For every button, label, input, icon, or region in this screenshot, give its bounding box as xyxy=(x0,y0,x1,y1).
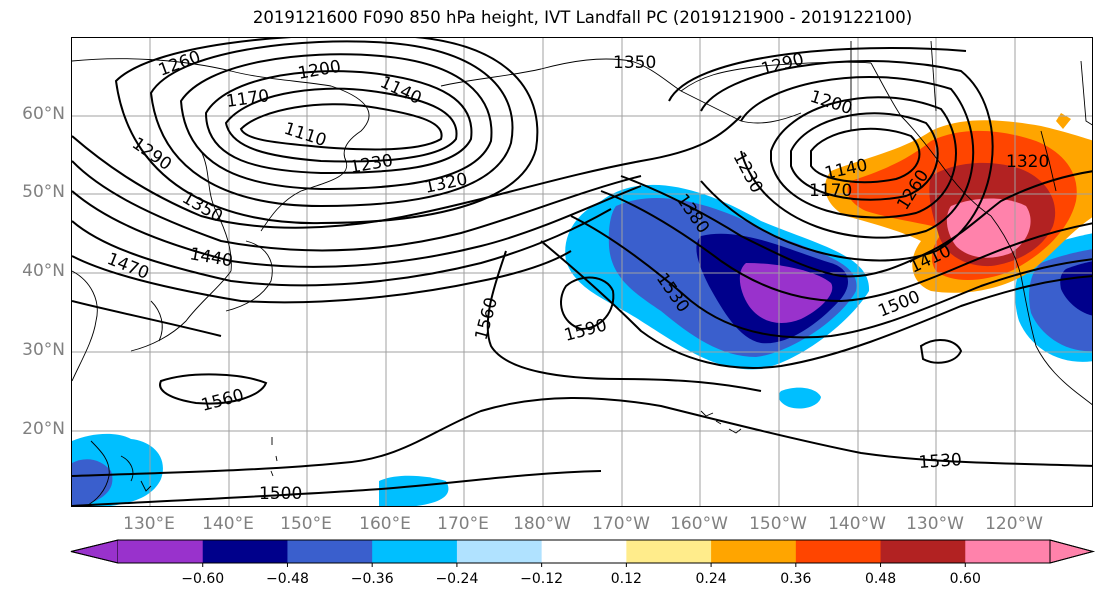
colorbar-cell xyxy=(202,540,288,563)
contour-label: 1500 xyxy=(875,287,923,322)
map-panel: 1260 1200 1140 1170 1110 1290 1230 1350 … xyxy=(71,37,1093,507)
colorbar-cell xyxy=(965,540,1051,563)
colorbar-tick-label: −0.48 xyxy=(266,571,309,587)
colorbar-tick-label: −0.36 xyxy=(350,571,394,587)
lon-label-150w: 150°W xyxy=(749,514,807,534)
contour-label: 1500 xyxy=(259,484,302,504)
contour-label: 1440 xyxy=(188,244,234,271)
lon-label-170e: 170°E xyxy=(437,514,489,534)
colorbar-cell xyxy=(287,540,373,563)
contour-label: 1530 xyxy=(918,450,963,473)
contour-label: 1560 xyxy=(199,385,246,416)
graticule xyxy=(72,38,1092,506)
colorbar-tick-label: −0.60 xyxy=(181,571,225,587)
lon-label-130w: 130°W xyxy=(906,514,964,534)
colorbar-cell xyxy=(118,540,204,563)
contour-label: 1290 xyxy=(128,134,175,175)
lon-label-140w: 140°W xyxy=(828,514,886,534)
colorbar-tick-label: 0.24 xyxy=(695,571,727,587)
contour-label: 1170 xyxy=(809,181,852,201)
ivt-pos-0.60 xyxy=(946,198,1031,258)
lon-label-150e: 150°E xyxy=(280,514,332,534)
lon-label-170w: 170°W xyxy=(592,514,650,534)
lon-label-160e: 160°E xyxy=(359,514,411,534)
lon-label-120w: 120°W xyxy=(985,514,1043,534)
colorbar-outline xyxy=(70,539,1095,564)
ivt-neg-small xyxy=(778,387,821,409)
colorbar-cell xyxy=(372,540,458,563)
contour-label: 1590 xyxy=(562,315,609,346)
lat-label-30n: 30°N xyxy=(22,340,65,360)
ivt-neg-south xyxy=(379,475,449,506)
colorbar-tick-label: 0.48 xyxy=(864,571,897,587)
lon-label-140e: 140°E xyxy=(202,514,254,534)
colorbar-tick-label: −0.24 xyxy=(435,571,479,587)
ivt-pos-0.24-small xyxy=(1056,113,1071,129)
contour-label: 1350 xyxy=(613,53,656,73)
contour-label: 1200 xyxy=(296,57,342,84)
lat-label-50n: 50°N xyxy=(22,182,65,202)
contour-label: 1470 xyxy=(104,249,152,284)
height-contours xyxy=(72,38,1092,506)
lon-label-130e: 130°E xyxy=(123,514,175,534)
ivt-shading xyxy=(72,113,1092,506)
lat-label-60n: 60°N xyxy=(22,104,65,124)
colorbar-cell xyxy=(456,540,543,563)
colorbar-cell xyxy=(795,540,882,563)
lat-label-40n: 40°N xyxy=(22,261,65,281)
contour-label: 1200 xyxy=(807,87,854,119)
lon-label-180w: 180°W xyxy=(513,514,571,534)
colorbar-cells xyxy=(70,539,1095,564)
colorbar-cell xyxy=(711,540,797,563)
colorbar-tick-label: 0.12 xyxy=(610,571,642,587)
colorbar-extend-max xyxy=(1049,539,1095,564)
ivt-neg-sw2 xyxy=(72,459,113,506)
lon-label-160w: 160°W xyxy=(670,514,728,534)
ivt-neg-na3 xyxy=(1060,261,1092,316)
colorbar-cell xyxy=(880,540,966,563)
contour-label: 1230 xyxy=(348,151,394,178)
figure-title: 2019121600 F090 850 hPa height, IVT Land… xyxy=(252,8,913,27)
contour-label: 1230 xyxy=(729,149,767,197)
contour-label: 1560 xyxy=(472,295,503,342)
colorbar-cell xyxy=(541,540,627,563)
colorbar-extend-min xyxy=(70,539,119,564)
colorbar-tick-label: 0.60 xyxy=(949,571,981,587)
colorbar-cell xyxy=(626,540,712,563)
colorbar-tick-label: 0.36 xyxy=(780,571,812,587)
contour-label: 1320 xyxy=(1006,152,1049,172)
contour-label: 1290 xyxy=(759,49,806,80)
lat-label-20n: 20°N xyxy=(22,419,65,439)
map-canvas: 1260 1200 1140 1170 1110 1290 1230 1350 … xyxy=(72,38,1092,506)
colorbar-tick-label: −0.12 xyxy=(520,571,564,587)
